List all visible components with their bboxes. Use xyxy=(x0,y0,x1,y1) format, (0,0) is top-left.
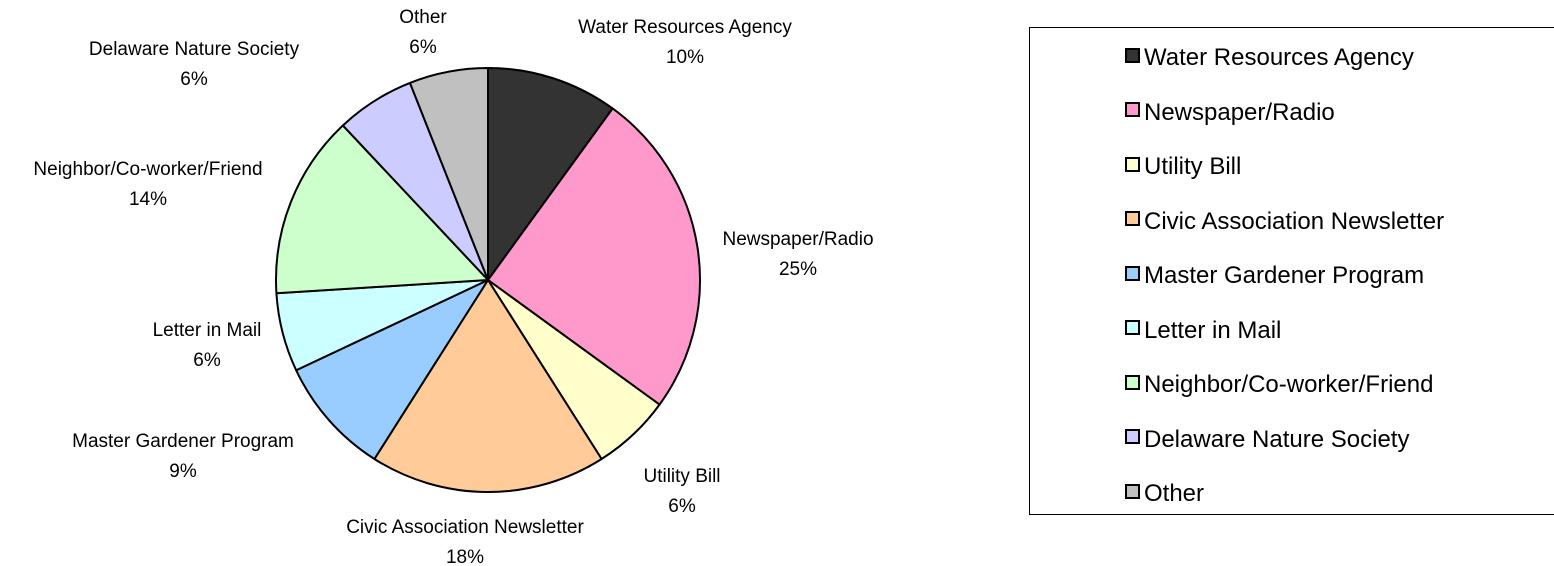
slice-category-label: Master Gardener Program xyxy=(72,431,294,452)
slice-label: Neighbor/Co-worker/Friend 14% xyxy=(33,159,262,210)
pie-slice-master-gardener-program xyxy=(295,279,489,460)
slice-category-label: Other xyxy=(399,7,447,28)
legend-item: Civic Association Newsletter xyxy=(1125,207,1444,237)
slice-percent-label: 14% xyxy=(129,189,167,210)
slice-label: Letter in Mail 6% xyxy=(153,320,262,371)
slice-percent-label: 6% xyxy=(180,69,208,90)
slice-category-label: Water Resources Agency xyxy=(578,17,792,38)
legend-label: Newspaper/Radio xyxy=(1144,98,1335,126)
legend-item: Neighbor/Co-worker/Friend xyxy=(1125,370,1433,400)
legend-item: Water Resources Agency xyxy=(1125,43,1414,73)
legend-swatch xyxy=(1125,483,1140,499)
slice-label: Water Resources Agency 10% xyxy=(578,17,792,68)
legend-label: Other xyxy=(1144,480,1205,507)
slice-label: Civic Association Newsletter 18% xyxy=(346,517,584,566)
legend-label: Neighbor/Co-worker/Friend xyxy=(1144,371,1434,398)
legend-item: Letter in Mail xyxy=(1125,316,1281,346)
slice-percent-label: 6% xyxy=(409,37,437,58)
chart-legend: Water Resources Agency Newspaper/Radio Uti… xyxy=(1029,27,1554,515)
slice-label: Delaware Nature Society 6% xyxy=(89,39,300,90)
legend-swatch xyxy=(1125,320,1140,335)
legend-label: Utility Bill xyxy=(1144,153,1242,180)
slice-category-label: Letter in Mail xyxy=(153,320,262,341)
slice-label: Newspaper/Radio 25% xyxy=(722,229,873,280)
pie-slice-civic-association-newsletter xyxy=(373,279,603,494)
legend-label: Delaware Nature Society xyxy=(1144,425,1410,453)
slice-label: Other 6% xyxy=(399,7,447,58)
slice-percent-label: 9% xyxy=(169,461,197,482)
legend-swatch xyxy=(1125,156,1140,172)
legend-swatch xyxy=(1125,429,1140,444)
slice-percent-label: 18% xyxy=(446,547,484,566)
pie-slice-other xyxy=(408,67,489,281)
legend-swatch xyxy=(1125,265,1140,281)
pie-slice-water-resources-agency xyxy=(487,67,614,281)
slice-percent-label: 25% xyxy=(779,259,817,280)
slice-category-label: Newspaper/Radio xyxy=(722,229,873,250)
legend-item: Other xyxy=(1125,479,1204,509)
pie-chart-area: Water Resources Agency 10% Newspaper/Radio… xyxy=(33,7,873,566)
slice-category-label: Delaware Nature Society xyxy=(89,39,300,60)
legend-swatch xyxy=(1125,374,1140,390)
slice-category-label: Utility Bill xyxy=(643,466,720,487)
legend-item: Master Gardener Program xyxy=(1125,261,1424,291)
legend-label: Master Gardener Program xyxy=(1144,262,1425,289)
pie-slice-neighbor-co-worker-friend xyxy=(275,124,489,295)
slice-percent-label: 10% xyxy=(666,47,704,68)
slice-percent-label: 6% xyxy=(668,496,696,517)
slice-label: Master Gardener Program 9% xyxy=(72,431,294,482)
legend-swatch xyxy=(1125,211,1140,226)
legend-label: Letter in Mail xyxy=(1144,316,1282,344)
slice-label: Utility Bill 6% xyxy=(643,466,720,517)
slice-category-label: Neighbor/Co-worker/Friend xyxy=(33,159,262,180)
legend-swatch xyxy=(1125,102,1140,117)
legend-label: Water Resources Agency xyxy=(1144,44,1414,71)
slice-percent-label: 6% xyxy=(193,350,221,371)
legend-label: Civic Association Newsletter xyxy=(1144,207,1445,235)
slice-category-label: Civic Association Newsletter xyxy=(346,517,584,538)
legend-swatch xyxy=(1125,47,1140,63)
pie-slice-newspaper-radio xyxy=(487,107,701,406)
legend-item: Utility Bill xyxy=(1125,152,1241,182)
legend-item: Newspaper/Radio xyxy=(1125,98,1335,128)
pie-chart: Water Resources Agency 10% Newspaper/Radio… xyxy=(33,7,873,566)
legend-item: Delaware Nature Society xyxy=(1125,425,1409,455)
